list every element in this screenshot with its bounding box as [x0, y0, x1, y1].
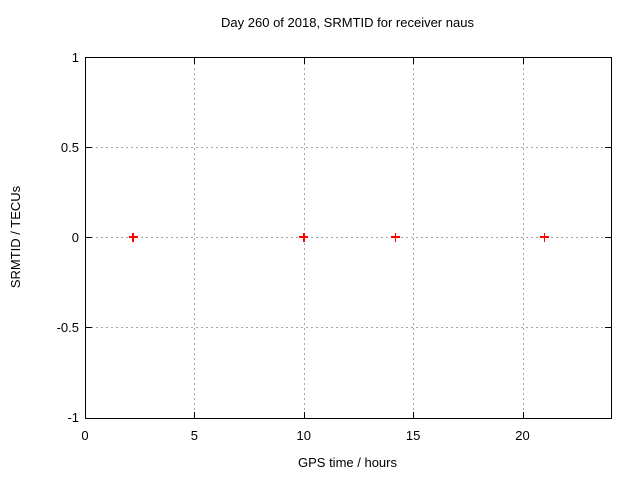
y-axis-tick: [86, 147, 92, 148]
plot-area: [85, 57, 612, 419]
y-tick-label: 1: [71, 50, 79, 65]
x-axis-tick: [194, 412, 196, 418]
y-axis-tick: [605, 147, 611, 148]
gridline-vertical: [522, 58, 524, 418]
y-tick-label: -0.5: [56, 320, 79, 335]
x-tick-label: 0: [81, 428, 89, 443]
x-tick-label: 10: [296, 428, 311, 443]
gridline-vertical: [413, 58, 415, 418]
x-axis-tick: [522, 412, 524, 418]
y-tick-label: 0: [71, 230, 79, 245]
y-axis-tick: [86, 237, 92, 238]
gridline-horizontal: [86, 237, 611, 238]
x-tick-label: 15: [405, 428, 421, 443]
data-point-marker: [539, 232, 549, 242]
gridline-horizontal: [86, 327, 611, 328]
gridline-vertical: [194, 58, 196, 418]
data-point-marker: [299, 232, 309, 242]
x-tick-label: 20: [515, 428, 530, 443]
x-axis-tick: [194, 58, 196, 64]
x-axis-tick: [522, 58, 524, 64]
data-point-marker: [128, 232, 138, 242]
y-axis-tick: [605, 327, 611, 328]
x-tick-label: 5: [190, 428, 198, 443]
y-tick-label: 0.5: [60, 140, 79, 155]
x-axis-tick: [303, 412, 305, 418]
gridline-horizontal: [86, 147, 611, 148]
x-axis-tick: [303, 58, 305, 64]
chart-title: Day 260 of 2018, SRMTID for receiver nau…: [221, 15, 474, 30]
data-point-marker: [391, 232, 401, 242]
x-axis-tick: [413, 58, 415, 64]
x-axis-tick: [413, 412, 415, 418]
y-axis-label: SRMTID / TECUs: [8, 185, 23, 289]
x-axis-label: GPS time / hours: [298, 455, 397, 470]
y-tick-label: -1: [67, 410, 79, 425]
y-axis-tick: [605, 237, 611, 238]
y-axis-tick: [86, 327, 92, 328]
